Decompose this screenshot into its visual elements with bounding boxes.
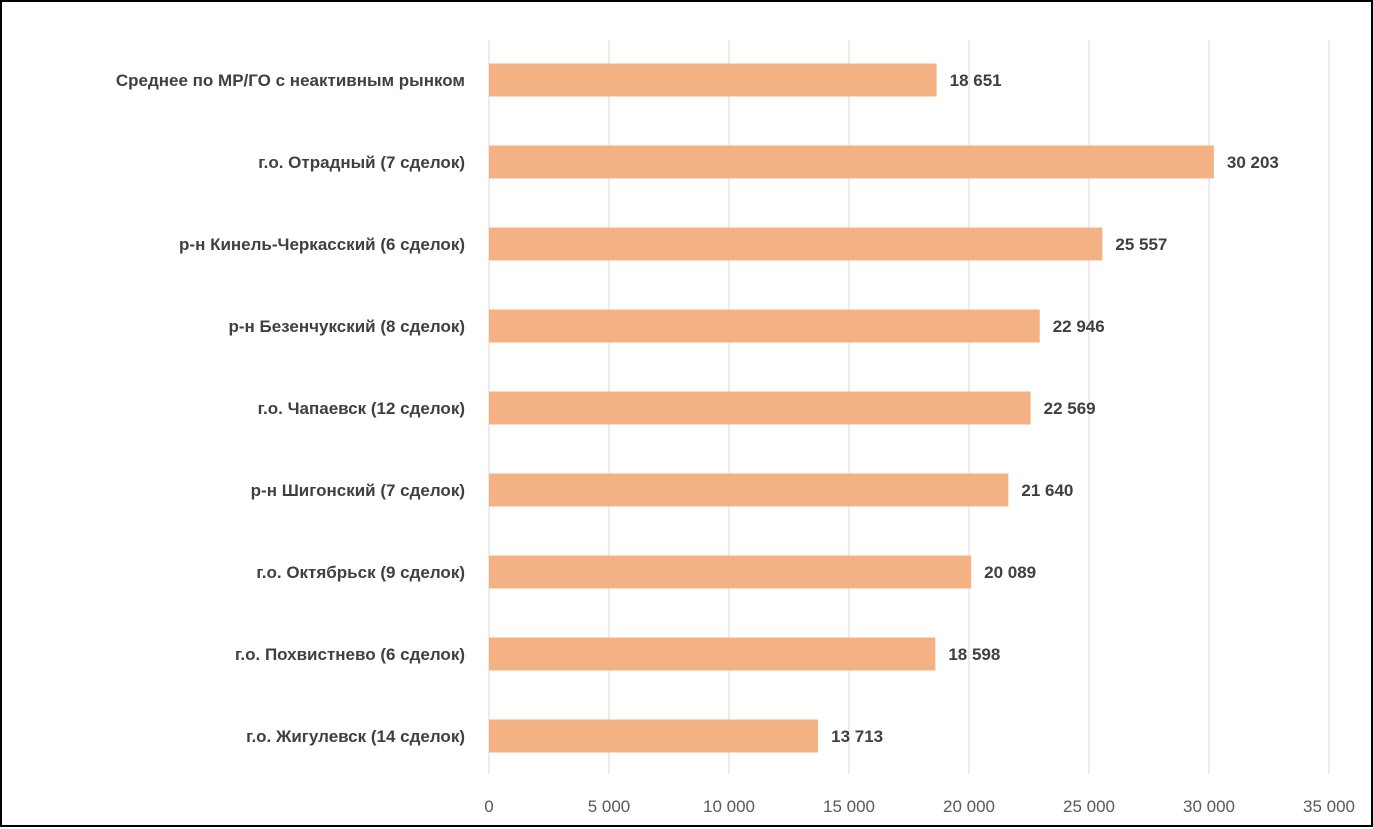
x-tick-label: 35 000: [1303, 797, 1355, 816]
category-label: г.о. Жигулевск (14 сделок): [246, 727, 465, 746]
x-tick-label: 10 000: [703, 797, 755, 816]
bar: [489, 555, 972, 589]
category-label: г.о. Чапаевск (12 сделок): [258, 399, 465, 418]
x-tick-label: 15 000: [823, 797, 875, 816]
category-label: г.о. Отрадный (7 сделок): [258, 153, 465, 172]
bar: [489, 719, 819, 753]
x-tick-label: 0: [484, 797, 493, 816]
bar: [489, 63, 937, 97]
value-label: 22 569: [1044, 399, 1096, 418]
value-label: 25 557: [1115, 235, 1167, 254]
value-label: 21 640: [1021, 481, 1073, 500]
x-axis-tick-labels: 0 5 000 10 000 15 000 20 000 25 000 30 000 35 0…: [484, 797, 1355, 816]
category-label: р-н Безенчукский (8 сделок): [228, 317, 465, 336]
category-label: г.о. Октябрьск (9 сделок): [256, 563, 465, 582]
bar: [489, 473, 1009, 507]
value-label: 18 598: [948, 645, 1000, 664]
bar: [489, 145, 1214, 179]
bar: [489, 309, 1040, 343]
x-tick-label: 5 000: [588, 797, 631, 816]
value-label: 13 713: [831, 727, 883, 746]
value-labels: 18 651 30 203 25 557 22 946 22 569 21 640 20 0…: [831, 71, 1279, 746]
value-label: 22 946: [1053, 317, 1105, 336]
category-label: р-н Шигонский (7 сделок): [251, 481, 465, 500]
x-tick-label: 20 000: [943, 797, 995, 816]
category-labels: Среднее по МР/ГО с неактивным рынком г.о.…: [116, 71, 465, 746]
category-label: г.о. Похвистнево (6 сделок): [235, 645, 465, 664]
value-label: 18 651: [950, 71, 1002, 90]
category-label: р-н Кинель-Черкасский (6 сделок): [179, 235, 465, 254]
value-label: 30 203: [1227, 153, 1279, 172]
category-label: Среднее по МР/ГО с неактивным рынком: [116, 71, 465, 90]
x-tick-label: 25 000: [1063, 797, 1115, 816]
value-label: 20 089: [984, 563, 1036, 582]
x-tick-label: 30 000: [1183, 797, 1235, 816]
bar: [489, 227, 1103, 261]
bar: [489, 637, 936, 671]
bars: [489, 63, 1214, 753]
bar: [489, 391, 1031, 425]
